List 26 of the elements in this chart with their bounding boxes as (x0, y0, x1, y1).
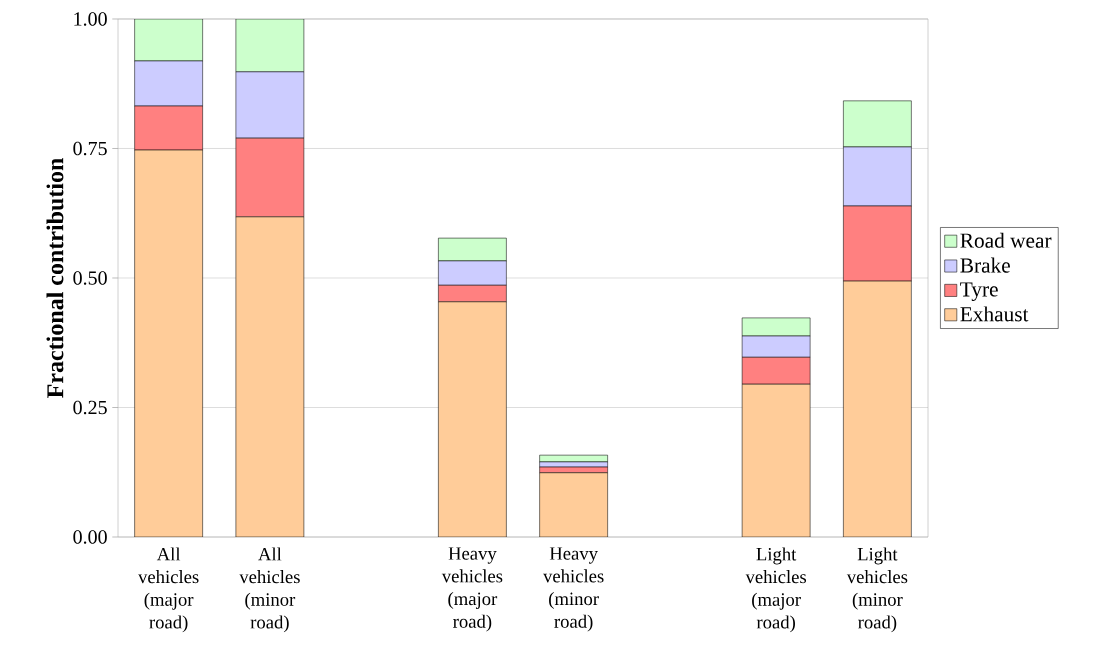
x-tick-label: All vehicles (minor road) (239, 547, 300, 633)
y-tick-label: 1.00 (74, 12, 107, 26)
x-tick-label: All vehicles (major road) (138, 547, 199, 633)
bar (438, 301, 507, 537)
legend-label: Road wear (960, 232, 1052, 248)
bar (134, 18, 203, 62)
legend-label: Brake (960, 257, 1010, 273)
bar (843, 280, 912, 537)
bar (843, 100, 912, 148)
x-tick-label: Light vehicles (major road) (745, 547, 807, 633)
bar (235, 216, 305, 537)
bar (134, 149, 203, 537)
x-tick-label: Heavy vehicles (minor road) (543, 547, 604, 632)
y-tick-label: 0.25 (73, 400, 107, 415)
y-tick-label: 0.00 (73, 530, 107, 544)
bar (438, 237, 507, 262)
y-tick-label: 0.50 (73, 271, 107, 285)
legend-label: Exhaust (960, 306, 1029, 322)
bar (539, 472, 608, 537)
bar (741, 383, 811, 537)
legend-label: Tyre (960, 282, 998, 301)
y-tick-label: 0.75 (73, 141, 107, 156)
x-tick-label: Light vehicles (minor road) (846, 547, 908, 633)
y-axis-title: Fractional contribution (46, 158, 64, 398)
x-tick-label: Heavy vehicles (major road) (441, 547, 503, 632)
bar (235, 18, 305, 73)
